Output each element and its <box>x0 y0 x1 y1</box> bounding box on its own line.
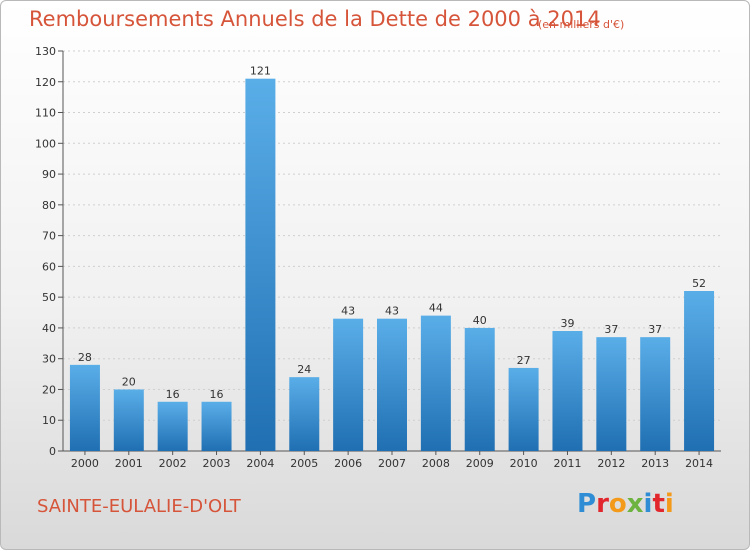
bar <box>113 389 144 451</box>
proxiti-logo: Proxiti <box>577 489 674 519</box>
x-tick-label: 2010 <box>510 457 538 470</box>
x-tick-label: 2006 <box>334 457 362 470</box>
bar <box>596 337 627 451</box>
y-tick-label: 110 <box>35 107 56 120</box>
y-tick-label: 0 <box>49 445 56 458</box>
bar-value-label: 16 <box>166 388 180 401</box>
logo-letter: i <box>664 489 674 519</box>
y-tick-label: 30 <box>42 353 56 366</box>
y-tick-label: 130 <box>35 45 56 58</box>
x-tick-label: 2003 <box>203 457 231 470</box>
chart-subtitle: (en milliers d'€) <box>538 18 625 31</box>
x-tick-label: 2014 <box>685 457 713 470</box>
y-tick-label: 100 <box>35 137 56 150</box>
x-tick-label: 2007 <box>378 457 406 470</box>
bar-value-label: 43 <box>385 305 399 318</box>
bar <box>552 331 583 451</box>
x-tick-label: 2011 <box>553 457 581 470</box>
bar-value-label: 24 <box>297 363 311 376</box>
x-tick-label: 2013 <box>641 457 669 470</box>
bar-value-label: 16 <box>210 388 224 401</box>
bar <box>69 364 100 451</box>
bar <box>333 318 364 451</box>
bar <box>464 327 495 451</box>
y-tick-label: 40 <box>42 322 56 335</box>
bar-value-label: 43 <box>341 305 355 318</box>
y-tick-label: 60 <box>42 260 56 273</box>
y-tick-label: 50 <box>42 291 56 304</box>
x-tick-label: 2002 <box>159 457 187 470</box>
bar-value-label: 39 <box>560 317 574 330</box>
x-tick-label: 2001 <box>115 457 143 470</box>
bar-value-label: 121 <box>250 65 271 78</box>
bar-value-label: 52 <box>692 277 706 290</box>
bar-value-label: 37 <box>604 323 618 336</box>
bar <box>684 291 715 451</box>
labels: 0 10 20 30 40 50 60 70 80 90 100 110 120 130 28 2000 20 2… <box>35 45 713 470</box>
x-tick-label: 2000 <box>71 457 99 470</box>
bar <box>508 367 539 451</box>
y-tick-label: 10 <box>42 414 56 427</box>
y-tick-label: 70 <box>42 230 56 243</box>
y-tick-label: 20 <box>42 383 56 396</box>
bar-value-label: 27 <box>517 354 531 367</box>
bar-value-label: 44 <box>429 302 443 315</box>
x-tick-label: 2004 <box>246 457 274 470</box>
x-tick-label: 2008 <box>422 457 450 470</box>
x-tick-label: 2009 <box>466 457 494 470</box>
bar-value-label: 37 <box>648 323 662 336</box>
bars <box>69 78 715 451</box>
bar-value-label: 28 <box>78 351 92 364</box>
bar-value-label: 40 <box>473 314 487 327</box>
bar <box>640 337 671 451</box>
logo-letter: i <box>643 489 653 519</box>
bar <box>377 318 407 451</box>
logo-letter: o <box>608 489 627 519</box>
logo-letter: r <box>596 489 609 519</box>
y-tick-label: 80 <box>42 199 56 212</box>
logo-letter: t <box>652 489 665 519</box>
y-tick-label: 120 <box>35 76 56 89</box>
x-tick-label: 2012 <box>597 457 625 470</box>
logo-letter: x <box>626 489 644 519</box>
commune-name: SAINTE-EULALIE-D'OLT <box>37 496 241 517</box>
bar <box>245 78 276 451</box>
x-tick-label: 2005 <box>290 457 318 470</box>
bar <box>289 377 320 451</box>
bar <box>157 401 188 451</box>
y-tick-label: 90 <box>42 168 56 181</box>
logo-letter: P <box>577 489 597 519</box>
bar-value-label: 20 <box>122 375 136 388</box>
bar <box>201 401 232 451</box>
bar <box>420 315 451 451</box>
chart-title: Remboursements Annuels de la Dette de 20… <box>29 7 601 31</box>
